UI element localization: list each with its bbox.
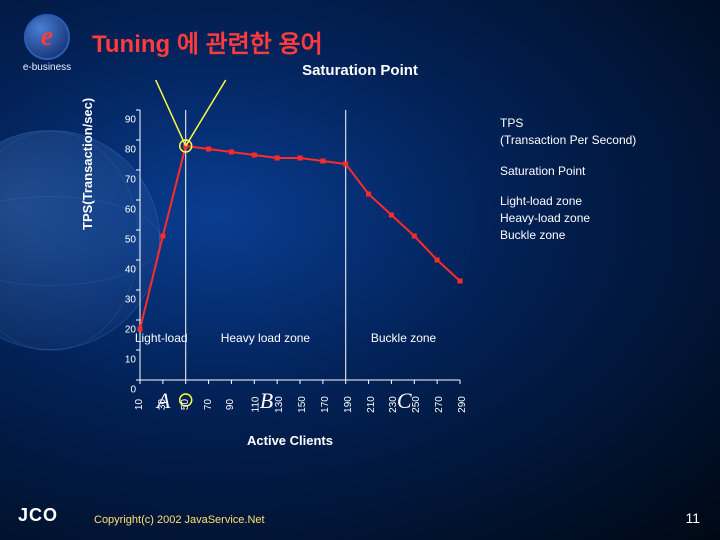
legend-tps: TPS(Transaction Per Second): [500, 115, 636, 149]
y-tick: 70: [110, 175, 136, 186]
zone-label-heavy: Heavy load zone: [221, 331, 310, 345]
y-tick: 90: [110, 115, 136, 126]
jco-logo: JCO: [18, 505, 58, 526]
slide-title: Tuning 에 관련한 용어: [92, 24, 323, 59]
y-tick: 20: [110, 325, 136, 336]
legend: TPS(Transaction Per Second) Saturation P…: [500, 115, 636, 258]
slide-subtitle: Saturation Point: [302, 62, 418, 79]
y-tick: 80: [110, 145, 136, 156]
zone-letter-a: A: [157, 388, 170, 414]
x-tick: 10: [134, 399, 145, 410]
y-axis-label: TPS(Transaction/sec): [80, 98, 95, 230]
zone-label-light: Light-load: [135, 331, 188, 345]
x-tick: 90: [225, 399, 236, 410]
y-tick: 10: [110, 355, 136, 366]
y-tick: 50: [110, 235, 136, 246]
logo-text: e-business: [12, 62, 82, 73]
legend-zones: Light-load zoneHeavy-load zoneBuckle zon…: [500, 193, 636, 243]
x-tick: 50: [180, 399, 191, 410]
x-axis-label: Active Clients: [247, 433, 333, 448]
copyright: Copyright(c) 2002 JavaService.Net: [94, 514, 265, 526]
y-tick: 30: [110, 295, 136, 306]
y-tick: 40: [110, 265, 136, 276]
chart: 0102030405060708090 Active Clients 10305…: [100, 100, 480, 440]
logo-e-icon: e: [24, 14, 70, 60]
ebusiness-logo: e e-business: [12, 14, 82, 73]
x-tick: 250: [411, 396, 422, 413]
zone-letter-b: B: [260, 388, 273, 414]
y-tick: 60: [110, 205, 136, 216]
x-tick: 130: [274, 396, 285, 413]
zone-label-buckle: Buckle zone: [371, 331, 436, 345]
x-tick: 70: [203, 399, 214, 410]
legend-saturation: Saturation Point: [500, 163, 636, 180]
zone-letter-c: C: [397, 388, 412, 414]
page-number: 11: [685, 510, 700, 526]
x-tick: 190: [343, 396, 354, 413]
x-tick: 170: [320, 396, 331, 413]
x-tick: 210: [365, 396, 376, 413]
y-tick: 0: [110, 385, 136, 396]
x-tick: 150: [297, 396, 308, 413]
x-tick: 270: [434, 396, 445, 413]
x-tick: 290: [457, 396, 468, 413]
